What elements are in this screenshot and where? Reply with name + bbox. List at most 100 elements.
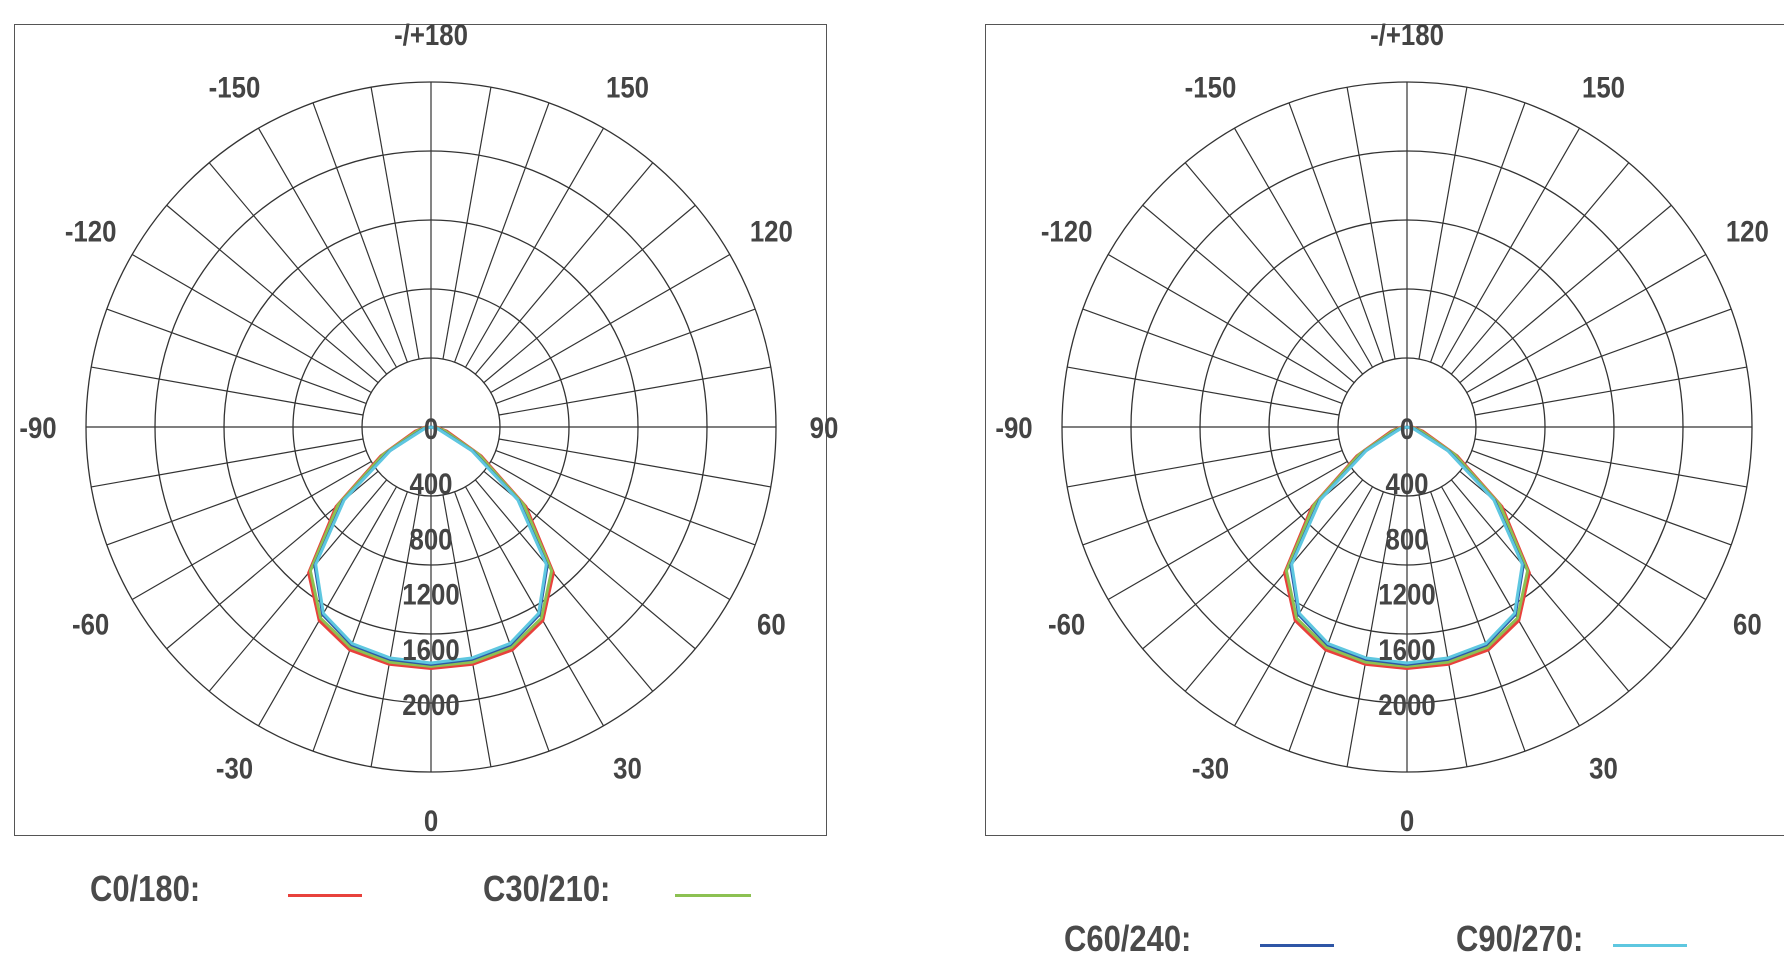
radial-tick-label: 1600 [402,633,459,666]
radial-tick-label: 1200 [402,578,459,611]
grid-spoke [131,253,372,394]
grid-spoke [454,491,550,752]
legend-item-c60-240: C60/240: [1064,918,1364,959]
grid-spoke [370,87,420,360]
legend-swatch-green [675,894,751,897]
angle-tick-label: 0 [1400,804,1414,837]
series-line-c90-270 [314,425,548,665]
grid-spoke [1474,366,1747,416]
legend-item-c0-180: C0/180: [90,868,390,909]
grid-spoke [1142,204,1355,384]
angle-tick-label: 90 [810,411,839,444]
grid-spoke [490,253,731,394]
legend-item-c90-270: C90/270: [1456,918,1776,959]
angle-tick-label: -30 [1192,752,1229,785]
grid-spoke [1184,162,1364,375]
angle-tick-label: 120 [750,215,793,248]
grid-spoke [1430,102,1526,363]
grid-spoke [1233,486,1374,727]
grid-spoke [166,204,379,384]
grid-spoke [498,438,771,488]
grid-spoke [1450,162,1630,375]
grid-spoke [257,486,398,727]
legend-swatch-blue [1260,944,1334,947]
angle-tick-label: 30 [1589,752,1618,785]
grid-spoke [1459,204,1672,384]
polar-chart-right-svg: 0400800120016002000-/+1801501209060300-3… [995,18,1769,837]
grid-spoke [1067,438,1340,488]
radial-tick-label: 800 [1385,523,1428,556]
grid-spoke [483,204,696,384]
angle-tick-label: 120 [1726,215,1769,248]
grid-spoke [1440,127,1581,368]
grid-spoke [474,162,654,375]
grid-spoke [1107,460,1348,601]
angle-tick-label: -60 [1048,608,1085,641]
grid-spoke [1471,308,1732,404]
angle-tick-label: -/+180 [1370,18,1444,51]
polar-chart-left-svg: 0 400 800 1200 1600 2000 -/+180 150 120 90 60 30 0 -3… [19,18,838,837]
angle-tick-label: -/+180 [394,18,468,51]
radial-tick-label: 1200 [1378,578,1435,611]
grid-spoke [498,366,771,416]
legend-item-c30-210: C30/210: [483,868,783,909]
radial-tick-label: 0 [1400,412,1414,445]
grid-spoke [1474,438,1747,488]
grid-spoke [1418,494,1468,767]
radial-tick-label: 400 [409,467,452,500]
grid-spoke [1450,479,1630,692]
angle-tick-label: 150 [1582,71,1625,104]
angle-tick-label: 60 [757,608,786,641]
radial-tick-label: 800 [409,523,452,556]
legend-label: C90/270: [1456,918,1584,959]
grid-spoke [442,494,492,767]
grid-spoke [106,450,367,546]
legend-swatch-cyan [1613,944,1687,947]
angle-tick-label: -120 [65,215,117,248]
grid-spoke [454,102,550,363]
angle-tick-label: -60 [72,608,109,641]
polar-chart-right: 0400800120016002000-/+1801501209060300-3… [985,18,1784,837]
grid-spoke [1288,491,1384,752]
radial-tick-label: 2000 [402,688,459,721]
angle-tick-label: 60 [1733,608,1762,641]
grid-spoke [1082,450,1343,546]
grid-spoke [257,127,398,368]
grid-spoke [208,479,388,692]
grid-spoke [1418,87,1468,360]
angle-tick-label: -90 [19,411,56,444]
grid-spoke [208,162,388,375]
grid-spoke [490,460,731,601]
polar-grid [85,81,777,773]
grid-spoke [474,479,654,692]
grid-spoke [370,494,420,767]
series-line-c90-270 [1290,425,1524,665]
radial-tick-label: 0 [424,412,438,445]
angle-tick-label: -120 [1041,215,1093,248]
grid-spoke [464,486,605,727]
grid-spoke [1233,127,1374,368]
legend-label: C60/240: [1064,918,1192,959]
grid-spoke [442,87,492,360]
grid-spoke [1184,479,1364,692]
radial-tick-label: 400 [1385,467,1428,500]
grid-spoke [1471,450,1732,546]
grid-spoke [1440,486,1581,727]
grid-spoke [91,438,364,488]
angle-tick-label: 0 [424,804,438,837]
angle-tick-label: 150 [606,71,649,104]
angle-tick-label: -30 [216,752,253,785]
grid-spoke [312,491,408,752]
grid-spoke [1466,460,1707,601]
legend-label: C0/180: [90,868,201,909]
angle-tick-label: -150 [1185,71,1237,104]
grid-spoke [464,127,605,368]
grid-spoke [1346,494,1396,767]
legend-swatch-red [288,894,362,897]
polar-grid [1061,81,1753,773]
grid-spoke [1067,366,1340,416]
grid-spoke [1346,87,1396,360]
grid-spoke [1430,491,1526,752]
angle-tick-label: 30 [613,752,642,785]
grid-spoke [312,102,408,363]
